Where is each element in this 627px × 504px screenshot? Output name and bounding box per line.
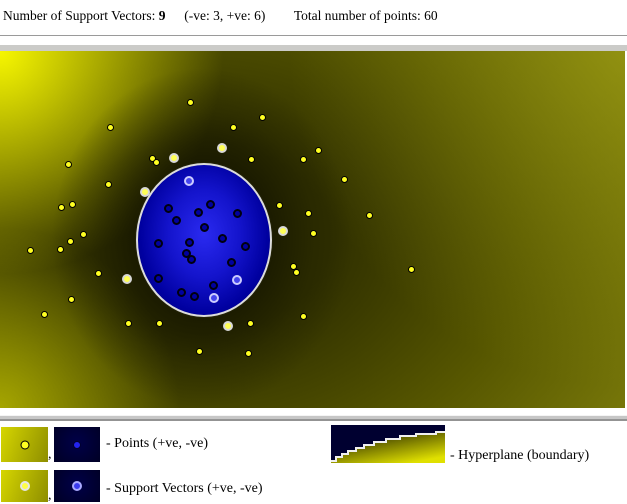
data-point-negative: [163, 203, 173, 213]
data-point-positive: [299, 155, 307, 163]
support-vector-negative: [184, 176, 194, 186]
data-point-negative: [208, 280, 218, 290]
legend-sv-label: - Support Vectors (+ve, -ve): [106, 481, 263, 496]
support-vector-positive: [217, 143, 227, 153]
data-point-positive: [229, 123, 237, 131]
data-point-negative: [186, 254, 196, 264]
data-point-positive: [304, 209, 312, 217]
data-point-negative: [199, 222, 209, 232]
data-point-positive: [67, 295, 75, 303]
data-point-negative: [193, 207, 203, 217]
data-point-positive: [57, 203, 65, 211]
sv-count-label: Number of Support Vectors:: [3, 8, 156, 23]
total-points-label: Total number of points:: [293, 8, 421, 23]
data-point-negative: [232, 208, 242, 218]
support-vector-positive: [169, 153, 179, 163]
data-point-positive: [66, 237, 74, 245]
data-point-positive: [104, 180, 112, 188]
data-point-positive: [275, 201, 283, 209]
svm-canvas[interactable]: [0, 51, 625, 408]
data-point-positive: [40, 310, 48, 318]
legend-row-support-vectors: , - Support Vectors (+ve, -ve): [1, 470, 301, 503]
support-vector-positive: [140, 187, 150, 197]
legend-negative-swatch: [54, 427, 100, 462]
data-point-positive: [124, 319, 132, 327]
header-divider: [0, 35, 627, 39]
legend-points-label: - Points (+ve, -ve): [106, 436, 208, 451]
data-point-negative: [181, 248, 191, 258]
data-point-negative: [184, 237, 194, 247]
data-point-positive: [407, 265, 415, 273]
positive-point-icon: [20, 440, 29, 449]
legend-divider: [0, 415, 627, 421]
data-point-negative: [171, 215, 181, 225]
data-point-positive: [246, 319, 254, 327]
legend-hyperplane-label: - Hyperplane (boundary): [450, 448, 590, 463]
data-point-positive: [244, 349, 252, 357]
canvas-top-border: [0, 43, 627, 51]
legend-hyperplane-swatch: [331, 425, 445, 463]
data-point-positive: [289, 262, 297, 270]
data-point-negative: [176, 287, 186, 297]
data-point-positive: [314, 146, 322, 154]
data-point-negative: [226, 257, 236, 267]
data-point-positive: [292, 268, 300, 276]
positive-sv-icon: [19, 481, 30, 491]
data-point-positive: [258, 113, 266, 121]
data-point-positive: [299, 312, 307, 320]
legend-sv-negative-swatch: [54, 470, 100, 502]
data-point-positive: [155, 319, 163, 327]
legend-comma: ,: [48, 488, 52, 503]
data-point-positive: [79, 230, 87, 238]
data-point-positive: [56, 245, 64, 253]
sv-count-value: 9: [158, 8, 166, 23]
data-point-negative: [153, 273, 163, 283]
negative-sv-icon: [72, 481, 82, 491]
data-point-positive: [106, 123, 114, 131]
data-point-positive: [94, 269, 102, 277]
support-vector-positive: [278, 226, 288, 236]
hyperplane-boundary-icon: [331, 425, 445, 463]
data-point-positive: [68, 200, 76, 208]
legend-positive-swatch: [1, 427, 48, 462]
data-point-positive: [186, 98, 194, 106]
negative-point-icon: [73, 440, 81, 449]
data-point-positive: [26, 246, 34, 254]
sv-detail: (-ve: 3, +ve: 6): [184, 8, 266, 23]
status-bar: Number of Support Vectors: 9 (-ve: 3, +v…: [3, 8, 438, 24]
legend-sv-positive-swatch: [1, 470, 48, 502]
data-point-positive: [152, 158, 160, 166]
data-point-positive: [195, 347, 203, 355]
support-vector-negative: [232, 275, 242, 285]
data-point-negative: [189, 291, 199, 301]
legend-comma: ,: [48, 447, 52, 462]
data-point-positive: [309, 229, 317, 237]
data-point-negative: [153, 238, 163, 248]
data-point-positive: [148, 154, 156, 162]
data-point-negative: [217, 233, 227, 243]
support-vector-positive: [223, 321, 233, 331]
data-point-positive: [365, 211, 373, 219]
data-point-positive: [340, 175, 348, 183]
legend-row-points: , - Points (+ve, -ve): [1, 427, 301, 462]
data-point-positive: [64, 160, 72, 168]
support-vector-positive: [122, 274, 132, 284]
data-point-negative: [205, 199, 215, 209]
total-points-value: 60: [424, 8, 438, 23]
support-vector-negative: [209, 293, 219, 303]
data-point-negative: [240, 241, 250, 251]
data-point-positive: [247, 155, 255, 163]
